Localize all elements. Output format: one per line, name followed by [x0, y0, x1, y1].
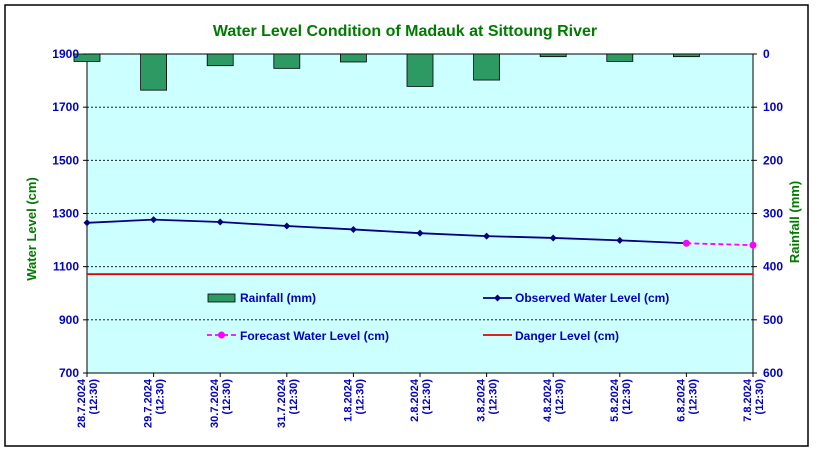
- x-tick-date-6: 3.8.2024: [476, 378, 488, 422]
- right-tick-label-2: 200: [763, 153, 783, 167]
- rainfall-bar-4: [339, 53, 367, 63]
- x-tick-date-3: 31.7.2024: [276, 378, 288, 428]
- x-tick-time-3: (12:30): [288, 379, 300, 415]
- forecast-point-9: [682, 239, 690, 247]
- x-tick-label-5: 2.8.2024 (12:30): [409, 378, 433, 422]
- x-tick-date-0: 28.7.2024: [76, 378, 88, 428]
- x-tick-time-4: (12:30): [354, 379, 366, 415]
- observed-point-1: [150, 216, 158, 224]
- chart-title: Water Level Condition of Madauk at Sitto…: [213, 23, 597, 40]
- forecast-line: [686, 242, 754, 247]
- right-tick-label-4: 400: [763, 260, 783, 274]
- x-tick-label-6: 3.8.2024 (12:30): [476, 378, 500, 422]
- x-tick-label-9: 6.8.2024 (12:30): [675, 378, 699, 422]
- rainfall-bar-3: [273, 53, 301, 69]
- x-tick-time-5: (12:30): [421, 379, 433, 415]
- legend: Rainfall (mm) Observed Water Level (cm) …: [207, 291, 669, 343]
- left-tick-label-1: 900: [59, 313, 79, 327]
- forecast-water-level-series: [682, 239, 757, 249]
- right-tick-label-5: 500: [763, 313, 783, 327]
- x-axis-ticks: 28.7.2024 (12:30) 29.7.2024 (12:30) 30.7.202…: [76, 373, 766, 428]
- rainfall-bar-2: [206, 53, 234, 67]
- x-tick-label-10: 7.8.2024 (12:30): [742, 378, 766, 422]
- right-tick-label-1: 100: [763, 100, 783, 114]
- x-tick-time-10: (12:30): [754, 379, 766, 415]
- x-tick-label-0: 28.7.2024 (12:30): [76, 378, 100, 428]
- left-tick-label-4: 1500: [52, 153, 79, 167]
- left-tick-label-3: 1300: [52, 207, 79, 221]
- x-tick-time-0: (12:30): [88, 379, 100, 415]
- left-tick-label-5: 1700: [52, 100, 79, 114]
- left-axis-title: Water Level (cm): [24, 177, 39, 281]
- left-tick-label-6: 1900: [52, 47, 79, 61]
- rainfall-bar-7: [539, 53, 567, 58]
- left-axis-ticks: 700 900 1100 1300 1500 1700 1900: [52, 47, 87, 380]
- left-tick-label-0: 700: [59, 366, 79, 380]
- x-tick-time-7: (12:30): [554, 379, 566, 415]
- observed-point-7: [549, 234, 557, 242]
- observed-point-5: [416, 229, 424, 237]
- x-tick-time-6: (12:30): [488, 379, 500, 415]
- x-tick-label-2: 30.7.2024 (12:30): [209, 378, 233, 428]
- x-tick-date-5: 2.8.2024: [409, 378, 421, 422]
- x-tick-label-7: 4.8.2024 (12:30): [542, 378, 566, 422]
- x-tick-label-4: 1.8.2024 (12:30): [342, 378, 366, 422]
- x-tick-time-1: (12:30): [155, 379, 167, 415]
- x-tick-date-9: 6.8.2024: [675, 378, 687, 422]
- rainfall-bar-9: [673, 53, 700, 58]
- x-tick-date-1: 29.7.2024: [143, 378, 155, 428]
- x-tick-time-8: (12:30): [621, 379, 633, 415]
- x-tick-date-10: 7.8.2024: [742, 378, 754, 422]
- rainfall-bar-6: [473, 53, 501, 81]
- legend-rainfall-label: Rainfall (mm): [240, 291, 316, 305]
- right-axis-ticks: 0 100 200 300 400 500 600: [753, 47, 783, 380]
- right-tick-label-0: 0: [763, 47, 770, 61]
- x-tick-date-8: 5.8.2024: [609, 378, 621, 422]
- rainfall-bar-8: [606, 53, 634, 62]
- right-axis-title: Rainfall (mm): [787, 181, 802, 263]
- observed-point-3: [283, 222, 291, 230]
- observed-point-6: [483, 232, 491, 240]
- legend-rainfall-swatch: [207, 293, 236, 303]
- right-tick-label-6: 600: [763, 366, 783, 380]
- forecast-point-10: [749, 241, 757, 249]
- x-tick-label-3: 31.7.2024 (12:30): [276, 378, 300, 428]
- rainfall-bar-1: [140, 53, 168, 91]
- observed-point-8: [616, 236, 624, 244]
- legend-forecast-marker: [218, 331, 225, 339]
- legend-observed-label: Observed Water Level (cm): [515, 291, 669, 305]
- legend-observed-marker: [494, 294, 501, 302]
- observed-water-level-series: [83, 216, 690, 247]
- rainfall-bar-5: [406, 53, 434, 87]
- x-tick-date-4: 1.8.2024: [342, 378, 354, 422]
- x-tick-time-9: (12:30): [687, 379, 699, 415]
- observed-point-4: [349, 225, 357, 233]
- x-tick-date-2: 30.7.2024: [209, 378, 221, 428]
- x-tick-label-1: 29.7.2024 (12:30): [143, 378, 167, 428]
- observed-line: [86, 218, 687, 245]
- x-tick-label-8: 5.8.2024 (12:30): [609, 378, 633, 422]
- rainfall-bars: [73, 53, 700, 91]
- x-tick-date-7: 4.8.2024: [542, 378, 554, 422]
- right-tick-label-3: 300: [763, 207, 783, 221]
- x-tick-time-2: (12:30): [221, 379, 233, 415]
- left-tick-label-2: 1100: [53, 260, 79, 274]
- observed-point-2: [216, 218, 224, 226]
- legend-danger-label: Danger Level (cm): [515, 329, 619, 343]
- observed-point-0: [83, 219, 91, 227]
- legend-forecast-label: Forecast Water Level (cm): [240, 329, 389, 343]
